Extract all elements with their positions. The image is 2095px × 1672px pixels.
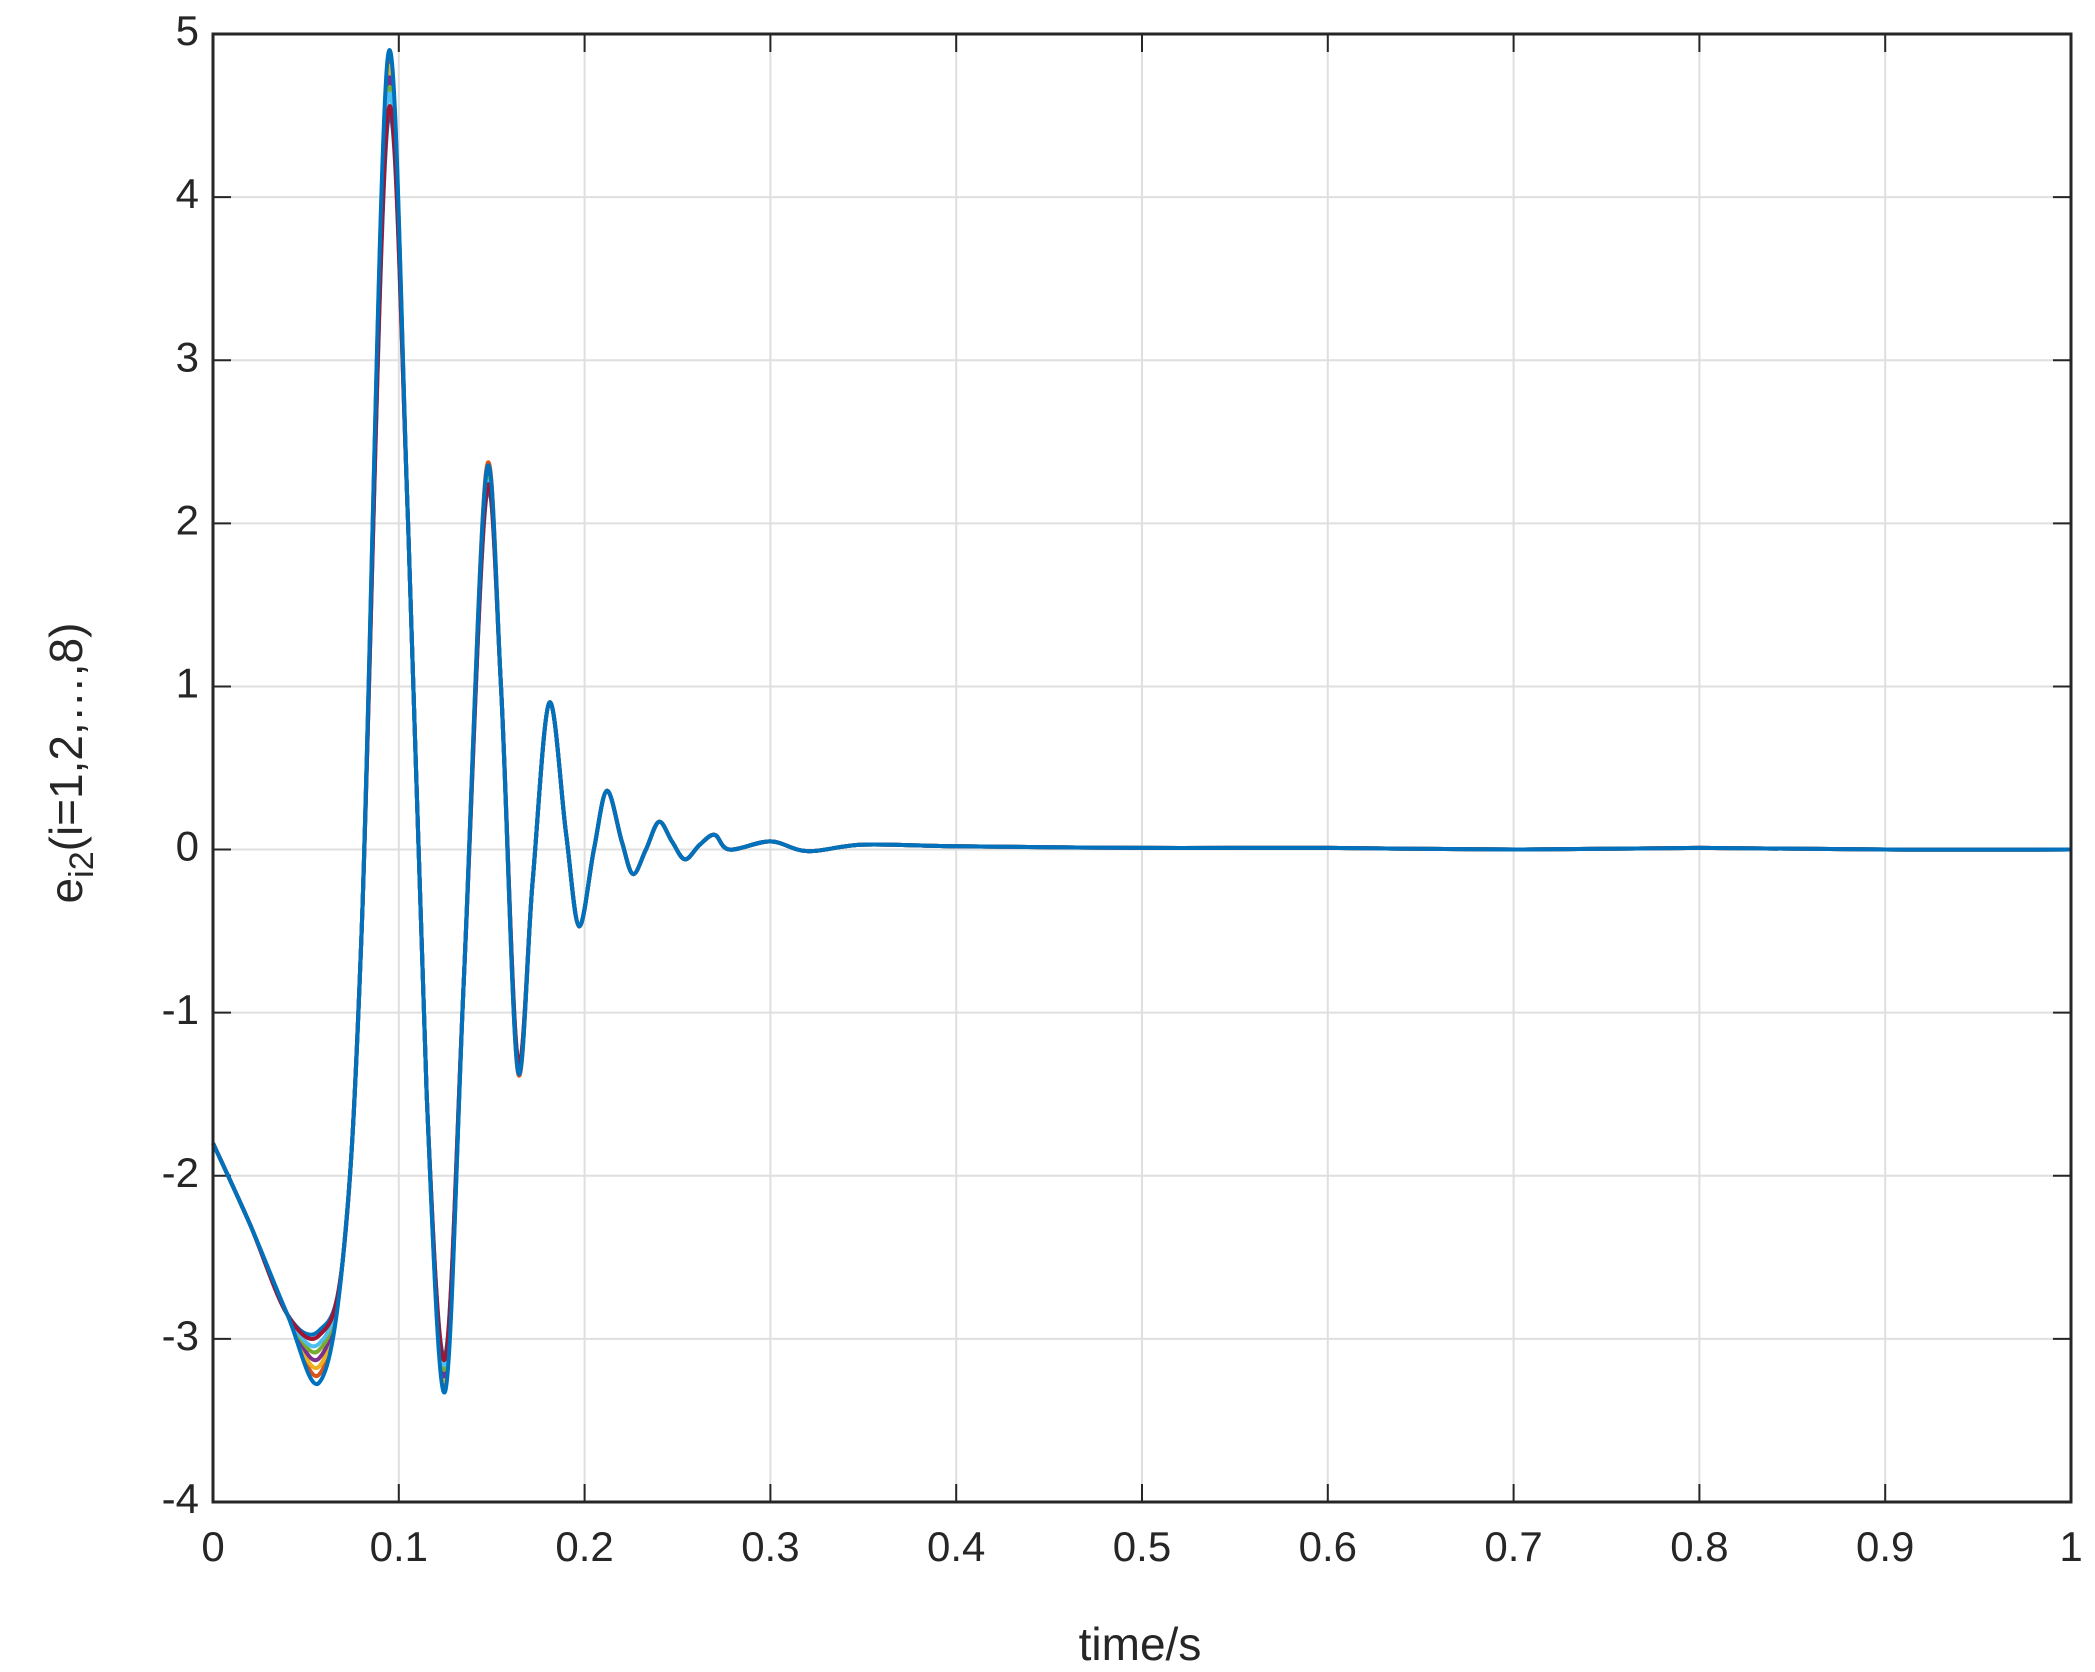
x-tick-label: 0.4 bbox=[927, 1523, 985, 1570]
y-tick-label: 0 bbox=[176, 823, 199, 870]
x-tick-label: 0.1 bbox=[370, 1523, 428, 1570]
axes-box bbox=[211, 32, 2073, 1504]
y-label-rest: (i=1,2,…,8) bbox=[40, 623, 92, 852]
y-tick-label: -4 bbox=[162, 1475, 199, 1522]
x-tick-label: 0.3 bbox=[741, 1523, 799, 1570]
y-label-base: e bbox=[40, 878, 92, 904]
x-axis-label: time/s bbox=[1079, 1618, 1202, 1670]
y-tick-label: -2 bbox=[162, 1149, 199, 1196]
x-tick-label: 0.6 bbox=[1299, 1523, 1357, 1570]
y-tick-label: 5 bbox=[176, 7, 199, 54]
y-axis-label: ei2(i=1,2,…,8) bbox=[40, 623, 101, 904]
x-tick-label: 0.7 bbox=[1484, 1523, 1542, 1570]
y-tick-label: -1 bbox=[162, 986, 199, 1033]
x-tick-label: 0 bbox=[201, 1523, 224, 1570]
y-tick-label: -3 bbox=[162, 1312, 199, 1359]
x-tick-label: 0.9 bbox=[1856, 1523, 1914, 1570]
x-tick-label: 0.8 bbox=[1670, 1523, 1728, 1570]
y-tick-label: 2 bbox=[176, 496, 199, 543]
y-tick-label: 1 bbox=[176, 660, 199, 707]
x-tick-label: 0.5 bbox=[1113, 1523, 1171, 1570]
series-line bbox=[211, 48, 2072, 1395]
y-tick-label: 4 bbox=[176, 170, 199, 217]
x-tick-label: 1 bbox=[2059, 1523, 2082, 1570]
y-label-sub: i2 bbox=[63, 851, 101, 877]
x-tick-label: 0.2 bbox=[555, 1523, 613, 1570]
y-tick-label: 3 bbox=[176, 333, 199, 380]
